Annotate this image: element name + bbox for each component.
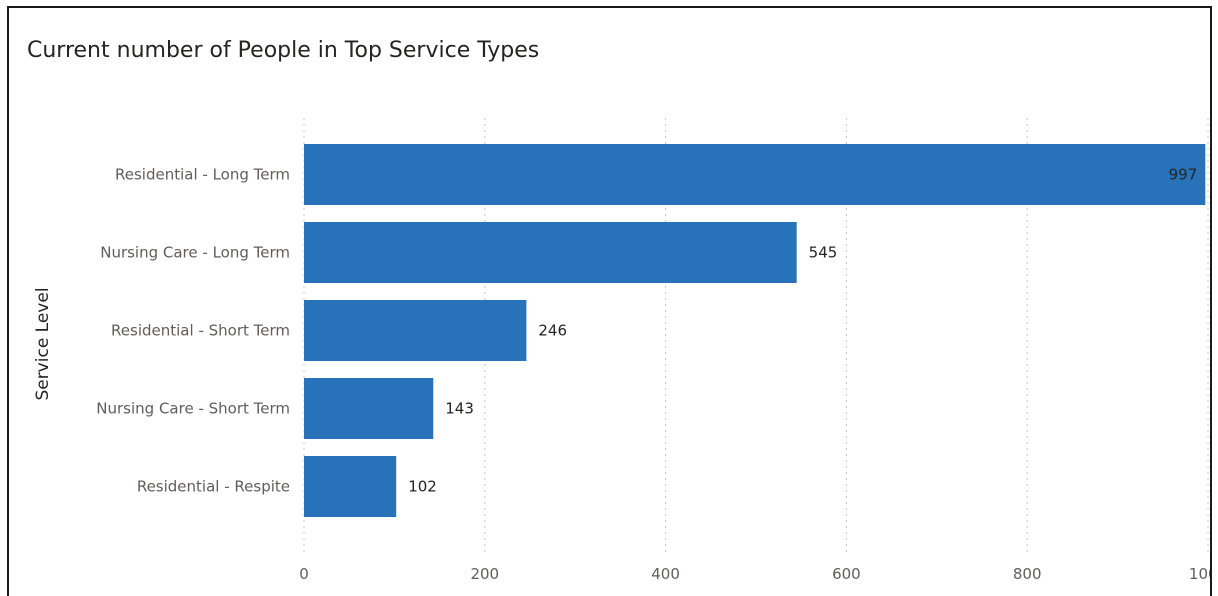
data-label: 246	[538, 322, 567, 340]
bar-chart-plot: 0 200 400 600 800 1000 Residential - Long Term…	[96, 118, 1212, 583]
category-label: Residential - Long Term	[115, 166, 290, 184]
bar	[304, 144, 1206, 205]
category-label: Residential - Short Term	[111, 322, 290, 340]
chart-title: Current number of People in Top Service …	[27, 38, 540, 63]
bar	[304, 378, 434, 439]
category-label: Nursing Care - Long Term	[100, 244, 290, 262]
bar	[304, 300, 527, 361]
x-tick-label: 0	[299, 565, 309, 583]
data-label: 102	[408, 478, 437, 496]
category-label: Residential - Respite	[137, 478, 290, 496]
chart-card: Current number of People in Top Service …	[7, 6, 1212, 596]
category-label: Nursing Care - Short Term	[96, 400, 290, 418]
bar	[304, 456, 397, 517]
x-tick-label: 200	[470, 565, 499, 583]
x-tick-label: 800	[1013, 565, 1042, 583]
data-label: 997	[1169, 166, 1198, 184]
x-tick-label: 600	[832, 565, 861, 583]
x-tick-label: 400	[651, 565, 680, 583]
data-label: 143	[445, 400, 474, 418]
x-tick-label: 1000	[1189, 565, 1212, 583]
bar	[304, 222, 797, 283]
data-label: 545	[809, 244, 838, 262]
